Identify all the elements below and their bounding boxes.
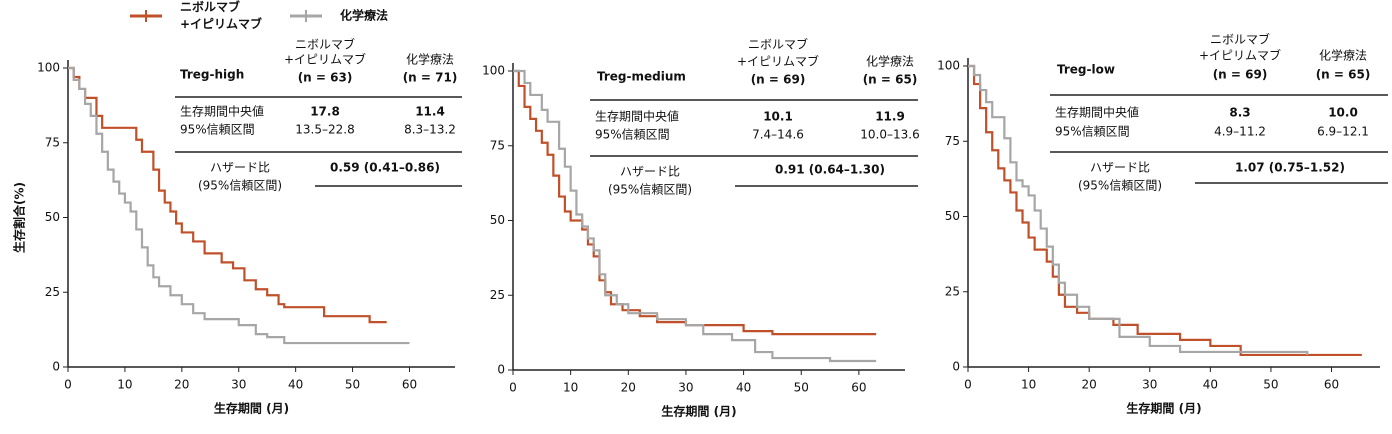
y-tick-label: 75 bbox=[945, 134, 960, 148]
x-tick-label: 50 bbox=[1263, 378, 1278, 392]
table-cell: 95%信頼区間 bbox=[180, 123, 255, 137]
x-tick-label: 50 bbox=[794, 381, 809, 395]
hazard-label: (95%信頼区間) bbox=[198, 179, 282, 193]
y-tick-label: 25 bbox=[945, 284, 960, 298]
y-tick-label: 50 bbox=[45, 210, 60, 224]
column-header: ニボルマブ bbox=[295, 37, 355, 52]
legend-label: ニボルマブ bbox=[180, 0, 240, 14]
table-cell: 17.8 bbox=[310, 105, 340, 119]
column-header: 化学療法 bbox=[406, 52, 454, 67]
column-header: (n = 69) bbox=[1213, 68, 1268, 82]
x-tick-label: 20 bbox=[621, 381, 636, 395]
x-tick-label: 10 bbox=[1021, 378, 1036, 392]
y-tick-label: 75 bbox=[45, 135, 60, 149]
table-cell: 95%信頼区間 bbox=[1055, 125, 1130, 139]
column-header: +イピリムマブ bbox=[284, 52, 366, 67]
column-header: (n = 63) bbox=[298, 71, 353, 85]
group-label: Treg-high bbox=[180, 68, 244, 82]
column-header: 化学療法 bbox=[1319, 48, 1367, 63]
table-cell: 4.9–11.2 bbox=[1214, 125, 1266, 139]
x-tick-label: 20 bbox=[174, 378, 189, 392]
y-tick-label: 25 bbox=[490, 288, 505, 302]
table-cell: 6.9–12.1 bbox=[1317, 125, 1369, 139]
x-tick-label: 40 bbox=[1203, 378, 1218, 392]
table-cell: 8.3–13.2 bbox=[404, 123, 456, 137]
y-tick-label: 100 bbox=[482, 64, 505, 78]
column-header: (n = 65) bbox=[863, 73, 918, 87]
y-tick-label: 100 bbox=[937, 59, 960, 73]
x-axis-label: 生存期間 (月) bbox=[1126, 401, 1201, 416]
x-tick-label: 0 bbox=[964, 378, 972, 392]
hazard-label: (95%信頼区間) bbox=[608, 183, 692, 197]
hazard-label: ハザード比 bbox=[1090, 161, 1150, 175]
hazard-value: 0.59 (0.41–0.86) bbox=[330, 161, 440, 175]
column-header: +イピリムマブ bbox=[1199, 48, 1281, 63]
legend-label: +イピリムマブ bbox=[180, 16, 262, 31]
column-header: +イピリムマブ bbox=[737, 54, 819, 69]
column-header: (n = 65) bbox=[1316, 68, 1371, 82]
table-cell: 10.0 bbox=[1328, 106, 1358, 120]
hazard-value: 1.07 (0.75–1.52) bbox=[1235, 161, 1345, 175]
table-cell: 生存期間中央値 bbox=[180, 104, 264, 119]
column-header: ニボルマブ bbox=[748, 37, 808, 52]
column-header: 化学療法 bbox=[866, 54, 914, 69]
table-cell: 7.4–14.6 bbox=[752, 128, 804, 142]
table-cell: 生存期間中央値 bbox=[1055, 105, 1139, 120]
x-tick-label: 60 bbox=[1324, 378, 1339, 392]
table-cell: 13.5–22.8 bbox=[295, 123, 354, 137]
x-tick-label: 30 bbox=[1142, 378, 1157, 392]
x-tick-label: 50 bbox=[345, 378, 360, 392]
y-tick-label: 0 bbox=[497, 363, 505, 377]
y-tick-label: 0 bbox=[52, 360, 60, 374]
y-tick-label: 0 bbox=[952, 360, 960, 374]
x-tick-label: 60 bbox=[402, 378, 417, 392]
group-label: Treg-low bbox=[1057, 63, 1115, 77]
x-tick-label: 40 bbox=[288, 378, 303, 392]
y-tick-label: 100 bbox=[37, 61, 60, 75]
x-tick-label: 0 bbox=[509, 381, 517, 395]
y-tick-label: 50 bbox=[490, 213, 505, 227]
y-tick-label: 25 bbox=[45, 285, 60, 299]
hazard-value: 0.91 (0.64–1.30) bbox=[775, 163, 885, 177]
x-tick-label: 60 bbox=[851, 381, 866, 395]
survival-curve bbox=[68, 66, 410, 345]
hazard-label: ハザード比 bbox=[210, 161, 270, 175]
table-cell: 8.3 bbox=[1229, 106, 1250, 120]
x-axis-label: 生存期間 (月) bbox=[661, 404, 736, 419]
group-label: Treg-medium bbox=[597, 70, 686, 84]
hazard-label: ハザード比 bbox=[620, 165, 680, 179]
survival-curve bbox=[513, 69, 877, 363]
x-tick-label: 30 bbox=[231, 378, 246, 392]
x-tick-label: 10 bbox=[563, 381, 578, 395]
x-tick-label: 20 bbox=[1082, 378, 1097, 392]
survival-curve bbox=[513, 69, 877, 336]
y-axis-label: 生存割合(%) bbox=[12, 182, 27, 253]
x-tick-label: 40 bbox=[736, 381, 751, 395]
y-tick-label: 50 bbox=[945, 209, 960, 223]
table-cell: 11.4 bbox=[415, 105, 445, 119]
hazard-label: (95%信頼区間) bbox=[1078, 179, 1162, 193]
table-cell: 10.0–13.6 bbox=[860, 128, 919, 142]
table-cell: 生存期間中央値 bbox=[595, 109, 679, 124]
x-tick-label: 0 bbox=[64, 378, 72, 392]
column-header: ニボルマブ bbox=[1210, 32, 1270, 47]
table-cell: 10.1 bbox=[763, 110, 793, 124]
table-cell: 11.9 bbox=[875, 110, 905, 124]
x-tick-label: 10 bbox=[117, 378, 132, 392]
column-header: (n = 71) bbox=[403, 71, 458, 85]
survival-curve bbox=[968, 64, 1309, 355]
legend-label: 化学療法 bbox=[340, 8, 388, 23]
x-tick-label: 30 bbox=[678, 381, 693, 395]
y-tick-label: 75 bbox=[490, 138, 505, 152]
column-header: (n = 69) bbox=[751, 73, 806, 87]
x-axis-label: 生存期間 (月) bbox=[214, 401, 289, 416]
table-cell: 95%信頼区間 bbox=[595, 128, 670, 142]
survival-curve bbox=[968, 64, 1362, 357]
